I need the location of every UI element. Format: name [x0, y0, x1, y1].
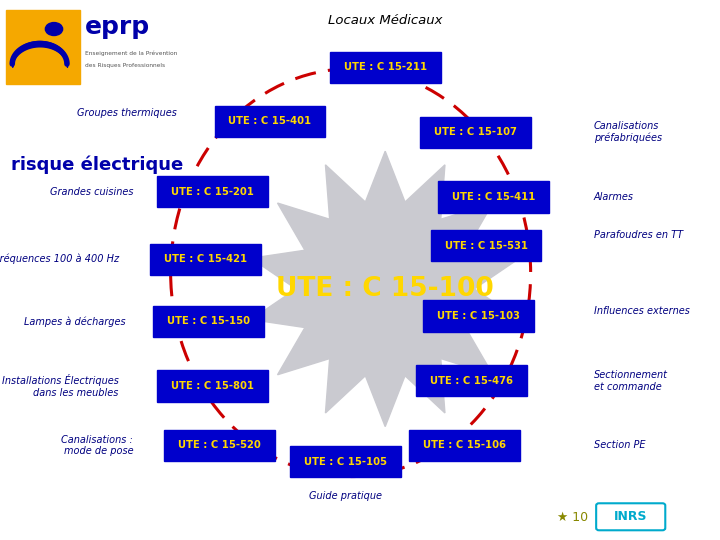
FancyBboxPatch shape [416, 365, 527, 396]
Text: ★ 10: ★ 10 [557, 511, 588, 524]
Text: UTE : C 15-411: UTE : C 15-411 [451, 192, 535, 202]
Text: INRS: INRS [614, 510, 647, 523]
Text: UTE : C 15-103: UTE : C 15-103 [437, 311, 521, 321]
FancyBboxPatch shape [164, 430, 275, 461]
Text: UTE : C 15-201: UTE : C 15-201 [171, 187, 254, 197]
FancyBboxPatch shape [330, 52, 441, 83]
FancyBboxPatch shape [215, 106, 325, 137]
Text: Enseignement de la Prévention: Enseignement de la Prévention [85, 50, 177, 56]
Text: Parafoudres en TT: Parafoudres en TT [594, 230, 683, 240]
Text: Guide pratique: Guide pratique [309, 491, 382, 502]
FancyBboxPatch shape [153, 306, 264, 337]
Text: UTE : C 15-801: UTE : C 15-801 [171, 381, 254, 391]
Text: UTE : C 15-531: UTE : C 15-531 [444, 241, 528, 251]
FancyBboxPatch shape [290, 446, 401, 477]
Circle shape [45, 23, 63, 36]
Text: UTE : C 15-100: UTE : C 15-100 [276, 276, 494, 302]
Text: Canalisations
préfabriquées: Canalisations préfabriquées [594, 121, 662, 144]
Text: des Risques Professionnels: des Risques Professionnels [85, 63, 165, 68]
Text: Section PE: Section PE [594, 441, 646, 450]
FancyBboxPatch shape [6, 10, 80, 84]
FancyBboxPatch shape [438, 181, 549, 213]
Text: Groupes thermiques: Groupes thermiques [76, 109, 176, 118]
FancyBboxPatch shape [409, 430, 520, 461]
Text: UTE : C 15-476: UTE : C 15-476 [430, 376, 513, 386]
Polygon shape [251, 151, 519, 427]
Text: Alarmes: Alarmes [594, 192, 634, 202]
Text: UTE : C 15-211: UTE : C 15-211 [343, 63, 427, 72]
Text: Locaux Médicaux: Locaux Médicaux [328, 14, 443, 26]
FancyBboxPatch shape [596, 503, 665, 530]
Text: UTE : C 15-106: UTE : C 15-106 [423, 441, 506, 450]
Text: UTE : C 15-105: UTE : C 15-105 [304, 457, 387, 467]
Text: Grandes cuisines: Grandes cuisines [50, 187, 133, 197]
Text: UTE : C 15-520: UTE : C 15-520 [179, 441, 261, 450]
Text: Installations Électriques
dans les meubles: Installations Électriques dans les meubl… [2, 374, 119, 398]
FancyBboxPatch shape [423, 300, 534, 332]
Text: Fréquences 100 à 400 Hz: Fréquences 100 à 400 Hz [0, 254, 119, 265]
Text: Sectionnement
et commande: Sectionnement et commande [594, 370, 668, 392]
Text: UTE : C 15-150: UTE : C 15-150 [167, 316, 251, 326]
FancyBboxPatch shape [150, 244, 261, 275]
Text: UTE : C 15-107: UTE : C 15-107 [433, 127, 517, 137]
Text: UTE : C 15-401: UTE : C 15-401 [228, 117, 312, 126]
Text: eprp: eprp [85, 15, 150, 39]
Text: Lampes à décharges: Lampes à décharges [24, 316, 126, 327]
Text: UTE : C 15-421: UTE : C 15-421 [163, 254, 247, 264]
Text: Influences externes: Influences externes [594, 306, 690, 315]
FancyBboxPatch shape [420, 117, 531, 148]
Text: Canalisations :
mode de pose: Canalisations : mode de pose [61, 435, 133, 456]
Text: risque électrique: risque électrique [11, 156, 183, 174]
FancyBboxPatch shape [431, 230, 541, 261]
FancyBboxPatch shape [157, 176, 268, 207]
FancyBboxPatch shape [157, 370, 268, 402]
